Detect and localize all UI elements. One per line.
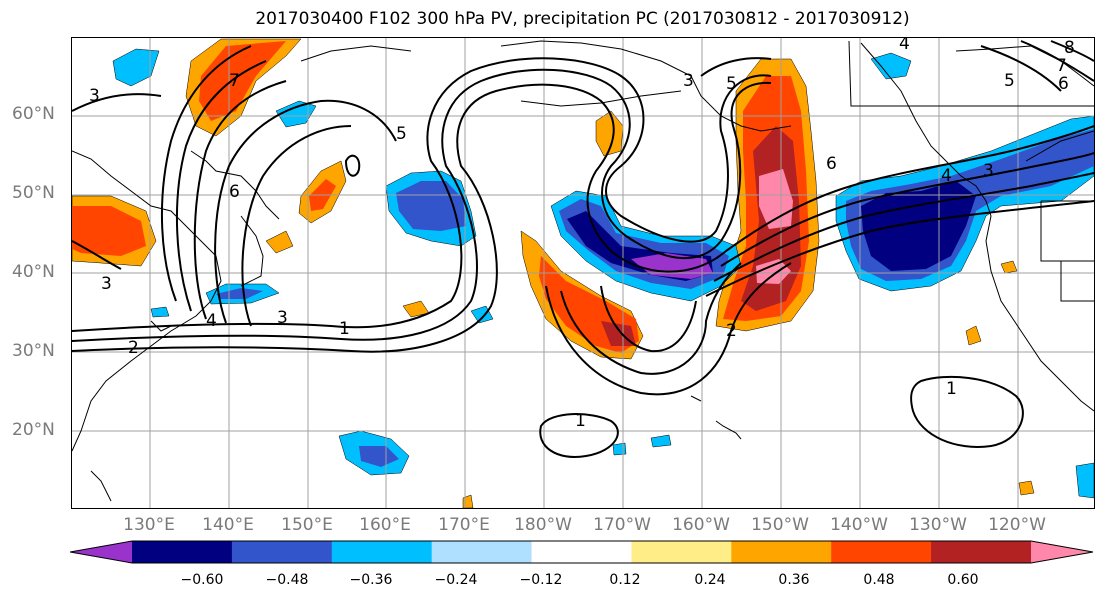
colorbar-tick-label: 0.24 xyxy=(694,572,726,588)
lon-label: 180°W xyxy=(514,515,572,535)
contour-label: 3 xyxy=(683,71,694,91)
colorbar-outline xyxy=(70,540,1094,564)
contour-label: 6 xyxy=(826,154,837,174)
lat-label: 30°N xyxy=(12,341,55,361)
colorbar-tick-label: −0.48 xyxy=(265,572,309,588)
contour-label: 5 xyxy=(726,74,737,94)
colorbar-cell xyxy=(931,541,1032,563)
colorbar-cell xyxy=(731,541,832,563)
colorbar-extend-min xyxy=(70,541,132,563)
map-canvas: 1 2 3 4 5 6 1 1 2 3 3 3 4 5 6 7 8 4 3 5 … xyxy=(72,38,1094,508)
contour-label: 1 xyxy=(339,319,350,339)
contour-label: 2 xyxy=(128,338,139,358)
lon-label: 160°E xyxy=(359,515,411,535)
colorbar-cell xyxy=(431,541,533,563)
colorbar-tick-label: 0.48 xyxy=(863,572,895,588)
contour-label: 6 xyxy=(229,182,240,202)
lon-label: 150°E xyxy=(281,515,333,535)
lat-label: 40°N xyxy=(12,262,55,282)
colorbar-extend-max xyxy=(1031,541,1093,563)
contour-label: 4 xyxy=(899,38,910,54)
contour-label: 3 xyxy=(89,86,100,106)
colorbar-cell xyxy=(831,541,932,563)
contour-label: 6 xyxy=(1058,74,1069,94)
colorbar-cell xyxy=(631,541,732,563)
contour-label: 3 xyxy=(983,161,994,181)
lat-label: 50°N xyxy=(12,183,55,203)
coastlines xyxy=(72,40,1094,502)
colorbar-tick-label: −0.36 xyxy=(349,572,393,588)
pv-contours xyxy=(72,40,1094,458)
contour-label: 3 xyxy=(101,274,112,294)
colorbar-cell xyxy=(231,541,333,563)
colorbar-tick-label: −0.12 xyxy=(519,572,563,588)
contour-label: 7 xyxy=(1056,56,1067,76)
contour-labels: 1 2 3 4 5 6 1 1 2 3 3 3 4 5 6 7 8 4 3 5 … xyxy=(89,38,1075,431)
lon-label: 170°W xyxy=(593,515,651,535)
lon-label: 140°W xyxy=(830,515,888,535)
colorbar-tick-label: 0.36 xyxy=(778,572,810,588)
colorbar-cell xyxy=(531,541,632,563)
lon-label: 130°E xyxy=(123,515,175,535)
contour-label: 1 xyxy=(946,379,957,399)
contour-label: 4 xyxy=(941,166,952,186)
lat-label: 20°N xyxy=(12,420,55,440)
colorbar-cell xyxy=(331,541,433,563)
lon-label: 160°W xyxy=(672,515,730,535)
colorbar-cell xyxy=(132,541,233,563)
lon-label: 140°E xyxy=(202,515,254,535)
colorbar-tick-label: 0.12 xyxy=(609,572,641,588)
contour-label: 8 xyxy=(1064,38,1075,58)
contour-label: 3 xyxy=(277,308,288,328)
map-title: 2017030400 F102 300 hPa PV, precipitatio… xyxy=(255,9,910,29)
map-panel: 1 2 3 4 5 6 1 1 2 3 3 3 4 5 6 7 8 4 3 5 … xyxy=(71,37,1095,509)
colorbar-tick-label: 0.60 xyxy=(947,572,979,588)
colorbar-tick-label: −0.60 xyxy=(180,572,224,588)
lat-label: 60°N xyxy=(12,104,55,124)
colorbar xyxy=(70,540,1094,564)
contour-label: 5 xyxy=(396,124,407,144)
lon-label: 150°W xyxy=(751,515,809,535)
contour-label: 7 xyxy=(229,71,240,91)
lon-label: 130°W xyxy=(909,515,967,535)
contour-label: 2 xyxy=(726,321,737,341)
contour-label: 5 xyxy=(1004,71,1015,91)
negative-anomaly-shading xyxy=(112,48,1094,499)
colorbar-tick-label: −0.24 xyxy=(434,572,478,588)
lon-label: 120°W xyxy=(988,515,1046,535)
contour-label: 4 xyxy=(206,311,217,331)
contour-label: 1 xyxy=(575,411,586,431)
lon-label: 170°E xyxy=(438,515,490,535)
